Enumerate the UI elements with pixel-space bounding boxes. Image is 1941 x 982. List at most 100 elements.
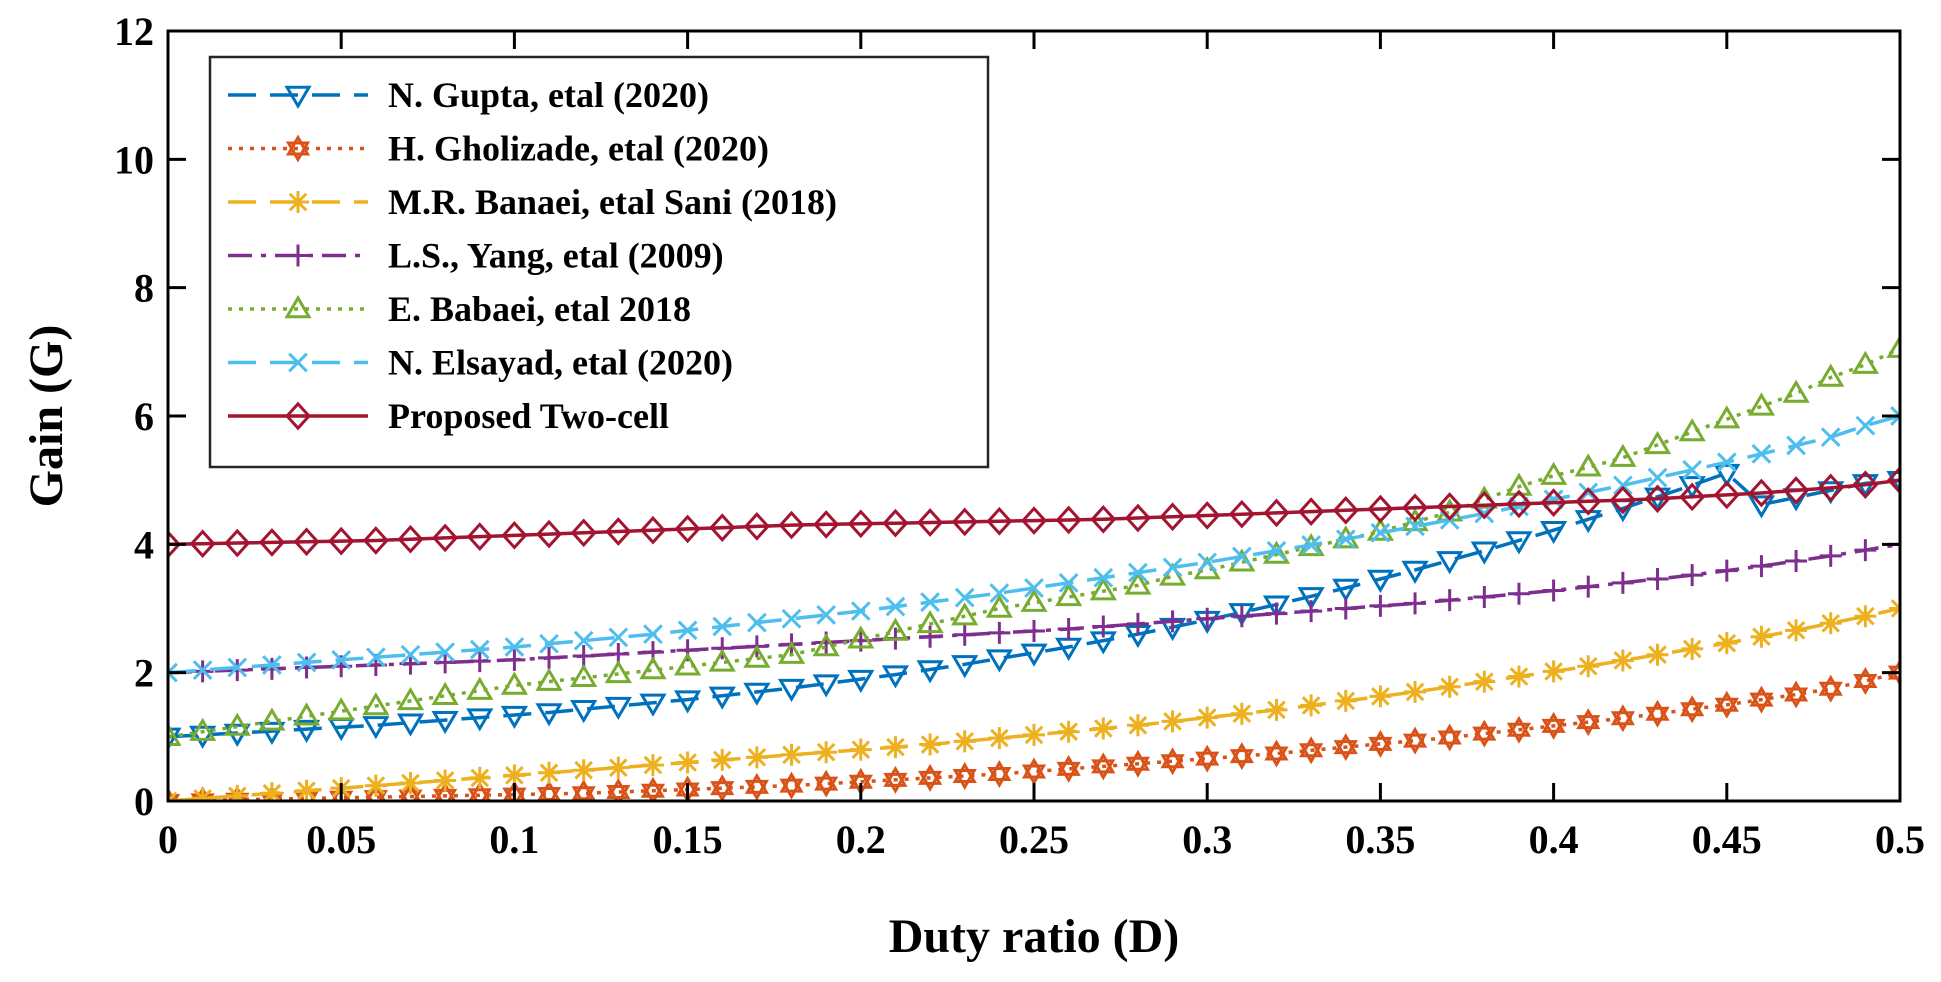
series-2-point bbox=[883, 765, 908, 794]
series-3-point bbox=[260, 782, 283, 801]
series-3-point bbox=[1681, 637, 1704, 660]
series-1-point bbox=[1401, 560, 1429, 584]
series-4-point bbox=[1161, 610, 1184, 633]
x-tick-label: 0.25 bbox=[999, 817, 1069, 862]
series-6-point bbox=[1231, 546, 1252, 567]
series-5-point bbox=[1747, 392, 1776, 416]
series-4-point bbox=[1750, 555, 1773, 578]
series-1-point bbox=[881, 665, 910, 689]
series-6-point bbox=[1093, 567, 1114, 588]
series-3-point bbox=[572, 759, 595, 782]
series-7-point bbox=[362, 526, 389, 555]
series-5-point bbox=[708, 648, 736, 672]
series-3-point bbox=[1023, 723, 1045, 746]
series-5-point bbox=[1089, 577, 1117, 601]
series-7-point bbox=[501, 521, 528, 550]
series-7-point bbox=[1609, 485, 1636, 515]
series-7-point bbox=[1817, 473, 1844, 503]
series-7-point bbox=[986, 506, 1013, 536]
series-layer bbox=[168, 334, 1900, 801]
series-2-point bbox=[606, 778, 631, 801]
series-3-point bbox=[1438, 675, 1461, 698]
series-1-point bbox=[1470, 541, 1498, 565]
series-7-point bbox=[224, 528, 251, 558]
series-2-point bbox=[640, 776, 666, 801]
series-1-point bbox=[1297, 587, 1325, 611]
series-3-point bbox=[1715, 632, 1738, 655]
series-4-point bbox=[711, 637, 734, 660]
series-7-point bbox=[1886, 465, 1900, 495]
series-7-point bbox=[917, 508, 944, 537]
series-7-point bbox=[847, 509, 874, 539]
series-5-point bbox=[1124, 571, 1152, 595]
series-1-point bbox=[168, 727, 182, 751]
legend-label: L.S., Yang, etal (2009) bbox=[388, 236, 724, 276]
series-4-point bbox=[538, 646, 561, 669]
x-axis-title: Duty ratio (D) bbox=[889, 910, 1180, 963]
series-3-point bbox=[191, 787, 214, 801]
series-5-point bbox=[1539, 461, 1568, 485]
series-2-point bbox=[952, 761, 977, 790]
series-3-point bbox=[1611, 649, 1634, 672]
x-tick-label: 0.05 bbox=[306, 817, 376, 862]
series-1-point bbox=[396, 713, 425, 737]
legend-marker bbox=[284, 295, 312, 319]
series-6-point bbox=[1405, 516, 1425, 537]
series-6-point bbox=[296, 652, 317, 673]
series-5-point bbox=[673, 652, 702, 676]
y-tick-label: 2 bbox=[134, 651, 154, 696]
series-2-point bbox=[1195, 744, 1220, 773]
series-5-point bbox=[1609, 443, 1637, 467]
series-1-point bbox=[189, 725, 217, 749]
series-3-line bbox=[168, 606, 1900, 801]
series-6-point bbox=[781, 608, 802, 629]
series-6-point bbox=[1162, 557, 1183, 578]
series-6-point bbox=[677, 620, 698, 641]
series-7-point bbox=[951, 507, 978, 537]
series-6-point bbox=[1370, 522, 1391, 543]
series-2-point bbox=[744, 772, 770, 801]
series-2-point bbox=[1056, 754, 1081, 783]
series-1-point bbox=[916, 660, 944, 684]
x-tick-label: 0.15 bbox=[653, 817, 723, 862]
series-4-point bbox=[1334, 597, 1357, 620]
legend-marker bbox=[284, 85, 312, 109]
series-3-point bbox=[988, 727, 1011, 750]
series-3-point bbox=[399, 772, 422, 795]
y-tick-label: 6 bbox=[134, 394, 154, 439]
series-5-point bbox=[570, 663, 598, 687]
axis-ticks: 0 0.05 0.1 0.15 0.2 0.25 0.3 0.35 0.4 0.45 0.5 0 2 4 6… bbox=[114, 9, 1925, 862]
series-4-point bbox=[1611, 571, 1634, 594]
series-1-point bbox=[708, 686, 736, 710]
series-5-point bbox=[1782, 379, 1810, 403]
series-2-point bbox=[1680, 695, 1705, 724]
legend-entry-4: L.S., Yang, etal (2009) bbox=[228, 236, 724, 276]
series-3-point bbox=[1507, 665, 1530, 688]
series-5-point bbox=[1574, 453, 1602, 477]
series-1-point bbox=[777, 678, 806, 703]
series-7-point bbox=[1367, 494, 1394, 524]
series-2-point bbox=[1091, 752, 1116, 781]
series-7-point bbox=[570, 518, 597, 548]
series-6-point bbox=[1751, 443, 1772, 464]
series-1-point bbox=[1366, 569, 1395, 593]
series-4-point bbox=[1057, 618, 1080, 641]
series-5-point bbox=[1366, 517, 1395, 541]
legend: N. Gupta, etal (2020) H. Gholizade, etal … bbox=[208, 55, 990, 469]
series-4-point bbox=[260, 657, 283, 680]
series-3-point bbox=[1126, 714, 1149, 737]
series-7-point bbox=[1575, 487, 1602, 516]
series-7-point bbox=[1644, 484, 1671, 514]
y-tick-label: 4 bbox=[134, 522, 154, 567]
series-4-point bbox=[919, 625, 942, 648]
series-3-point bbox=[364, 774, 387, 797]
series-5-point bbox=[1817, 363, 1845, 387]
series-5-point bbox=[292, 702, 321, 726]
series-6-point bbox=[608, 627, 629, 648]
y-axis-title: Gain (G) bbox=[20, 325, 73, 508]
series-1-point bbox=[1539, 521, 1568, 545]
series-7-point bbox=[168, 530, 182, 559]
series-7-point bbox=[1332, 495, 1359, 525]
series-4-point bbox=[295, 656, 318, 679]
series-7-point bbox=[1713, 480, 1740, 510]
